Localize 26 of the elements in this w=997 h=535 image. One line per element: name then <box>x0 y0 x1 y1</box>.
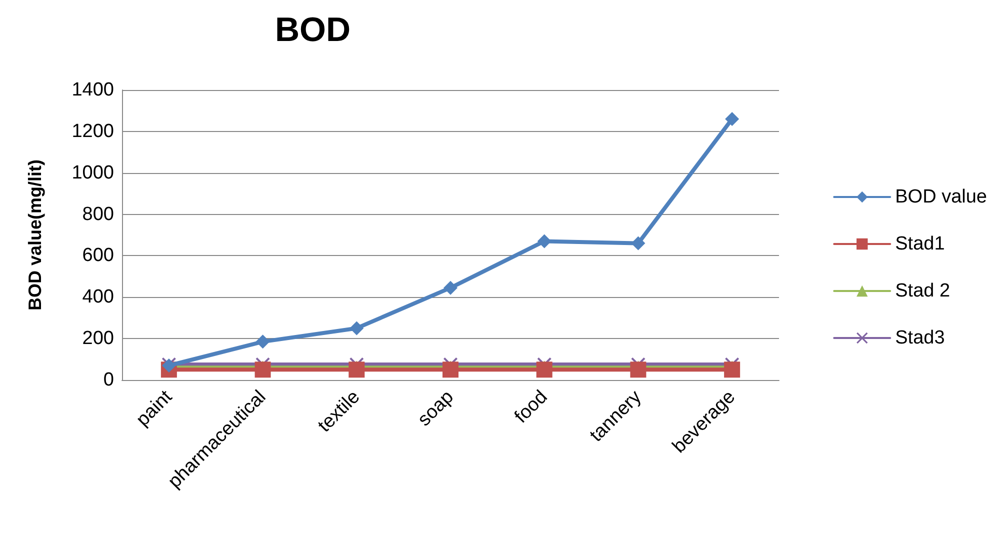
chart-title: BOD <box>275 11 351 49</box>
point <box>536 362 552 378</box>
legend-label: Stad3 <box>895 328 945 348</box>
point <box>631 236 646 250</box>
point <box>256 334 270 349</box>
y-tick-label: 1200 <box>72 120 114 142</box>
legend-label: BOD value <box>895 186 987 208</box>
legend-label: Stad1 <box>895 234 945 254</box>
legend-label: Stad 2 <box>895 280 950 302</box>
point <box>444 280 458 295</box>
y-tick-label: 1000 <box>72 162 114 184</box>
y-tick-label: 0 <box>103 370 114 390</box>
y-tick-label: 600 <box>82 245 114 266</box>
point <box>537 234 552 248</box>
point <box>348 362 365 378</box>
point <box>724 362 740 378</box>
y-tick-label: 400 <box>82 286 114 308</box>
point <box>630 362 646 378</box>
point <box>442 362 458 378</box>
point <box>350 321 364 336</box>
y-tick-label: 200 <box>82 328 114 350</box>
y-tick-label: 800 <box>82 204 114 225</box>
y-axis-title: BOD value(mg/lit) <box>25 159 45 311</box>
point <box>725 112 740 126</box>
y-tick-label: 1400 <box>72 80 114 100</box>
point <box>254 362 271 378</box>
